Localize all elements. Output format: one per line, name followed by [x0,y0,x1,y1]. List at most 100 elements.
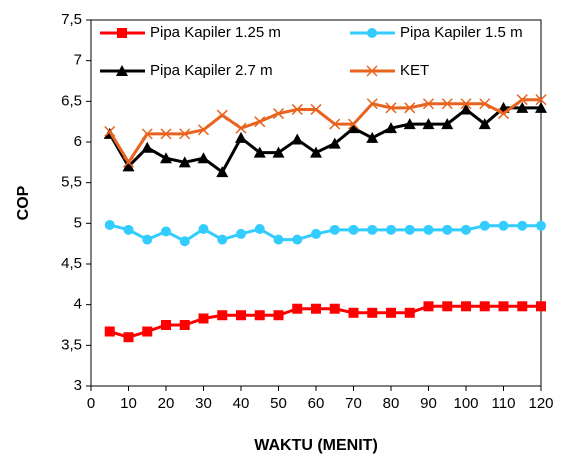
marker [479,220,490,231]
marker [198,224,209,235]
marker [441,98,453,110]
y-tick-label: 6 [74,133,82,150]
x-tick-label: 20 [158,395,175,412]
marker [348,307,359,318]
x-tick-label: 100 [453,395,478,412]
marker [198,313,209,324]
legend-marker [367,28,377,38]
marker [197,124,210,136]
y-axis-label: COP [15,185,32,220]
marker [104,125,116,137]
series-line [109,304,541,339]
marker [235,131,247,143]
marker [517,220,528,231]
y-tick-label: 3,5 [61,336,82,353]
marker [104,326,115,337]
x-tick-label: 40 [233,395,250,412]
marker [310,103,322,115]
x-tick-label: 30 [195,395,212,412]
y-tick-label: 6,5 [61,92,82,109]
marker [536,301,546,312]
marker [367,307,378,318]
marker [498,301,509,312]
marker [478,118,491,130]
marker [536,220,546,231]
marker [197,152,210,164]
marker [442,224,453,235]
legend-label: Pipa Kapiler 1.25 m [150,24,281,41]
marker [273,310,284,321]
x-tick-label: 60 [308,395,325,412]
series-line [108,98,541,164]
marker [216,166,229,178]
marker [422,118,435,130]
x-tick-label: 10 [120,395,137,412]
marker [253,146,266,158]
marker [179,320,190,330]
series-line [109,223,541,243]
marker [311,228,321,239]
marker [385,102,397,114]
y-tick-label: 5 [74,214,82,231]
legend-label: KET [400,62,429,79]
marker [497,108,510,120]
marker [385,122,397,134]
legend-marker [116,65,128,76]
y-tick-label: 7,5 [61,11,82,28]
marker [236,310,246,321]
marker [535,101,547,113]
marker [517,301,528,312]
marker [217,310,228,321]
marker [291,133,304,145]
marker [404,224,415,235]
marker [311,303,321,314]
marker [328,137,341,149]
marker [160,128,172,140]
marker [123,332,134,343]
marker [141,141,154,153]
marker [329,303,340,314]
marker [123,224,134,235]
legend-label: Pipa Kapiler 2.7 m [150,62,273,79]
legend-marker [117,28,127,38]
marker [404,307,415,318]
marker [273,234,284,245]
marker [161,226,171,237]
legend-marker [366,65,378,77]
marker [179,128,191,140]
x-tick-label: 80 [383,395,400,412]
marker [161,320,171,330]
marker [236,228,246,239]
y-tick-label: 4 [74,296,82,313]
x-tick-label: 110 [492,395,516,412]
marker [347,118,360,130]
marker [366,131,379,143]
marker [422,98,435,110]
marker [460,98,472,110]
marker [179,236,190,247]
marker [217,234,228,245]
marker [347,122,360,134]
marker [216,109,228,121]
marker [122,156,135,168]
marker [460,103,472,115]
marker [104,219,115,230]
marker [142,234,153,245]
x-tick-label: 0 [87,395,95,412]
marker [142,326,153,337]
marker [461,224,471,235]
marker [272,108,285,120]
y-tick-label: 3 [74,377,82,394]
marker [386,307,396,318]
marker [254,310,265,321]
marker [479,98,491,110]
x-tick-label: 50 [270,395,287,412]
marker [254,116,266,128]
marker [235,122,247,134]
marker [178,156,191,168]
x-tick-label: 90 [420,395,437,412]
marker [272,146,285,158]
marker [516,101,529,113]
